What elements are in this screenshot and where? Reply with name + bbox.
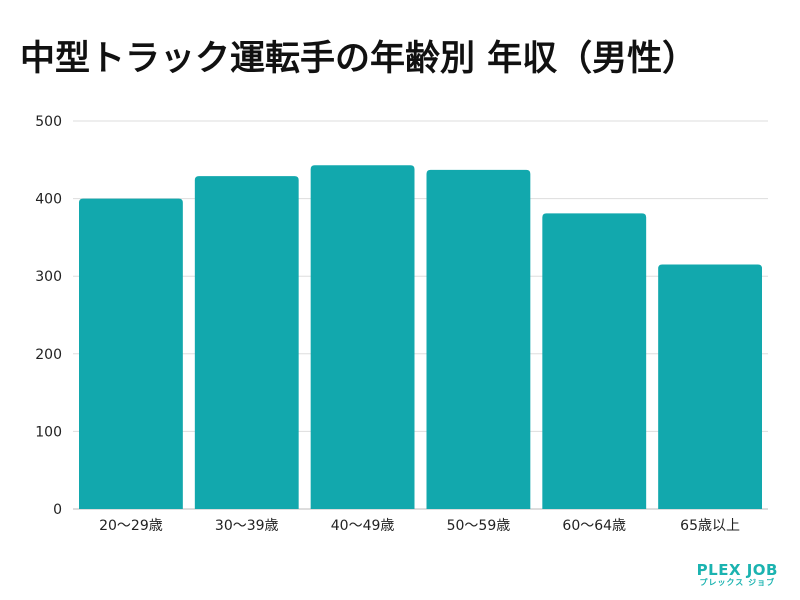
x-tick-label: 65歳以上 [680, 518, 740, 534]
gridlines [73, 120, 768, 510]
bar [194, 176, 299, 509]
x-tick-label: 50〜59歳 [447, 518, 511, 534]
brand-name: PLEX JOB [696, 561, 778, 579]
y-tick-label: 500 [35, 114, 62, 130]
x-tick-label: 30〜39歳 [215, 518, 279, 534]
x-tick-label: 60〜64歳 [562, 518, 626, 534]
y-tick-label: 200 [35, 347, 62, 363]
bar [426, 169, 531, 509]
plexjob-logo: PLEX JOB プレックス ジョブ [697, 562, 778, 588]
bar [79, 198, 183, 509]
y-tick-label: 400 [35, 192, 62, 208]
y-tick-label: 0 [53, 502, 62, 518]
brand-subtitle: プレックス ジョブ [699, 578, 776, 587]
bars [79, 165, 762, 509]
bar [658, 264, 762, 509]
bar [542, 213, 647, 509]
x-tick-label: 20〜29歳 [99, 518, 163, 534]
y-tick-label: 300 [35, 269, 62, 285]
bar [310, 165, 415, 509]
chart-title: 中型トラック運転手の年齢別 年収（男性） [20, 39, 698, 79]
y-tick-label: 100 [35, 424, 62, 440]
y-axis-ticks: 0 100 200 300 400 500 [35, 114, 62, 518]
x-tick-label: 40〜49歳 [331, 518, 395, 534]
x-axis-ticks: 20〜29歳 30〜39歳 40〜49歳 50〜59歳 60〜64歳 65歳以上 [99, 518, 740, 534]
